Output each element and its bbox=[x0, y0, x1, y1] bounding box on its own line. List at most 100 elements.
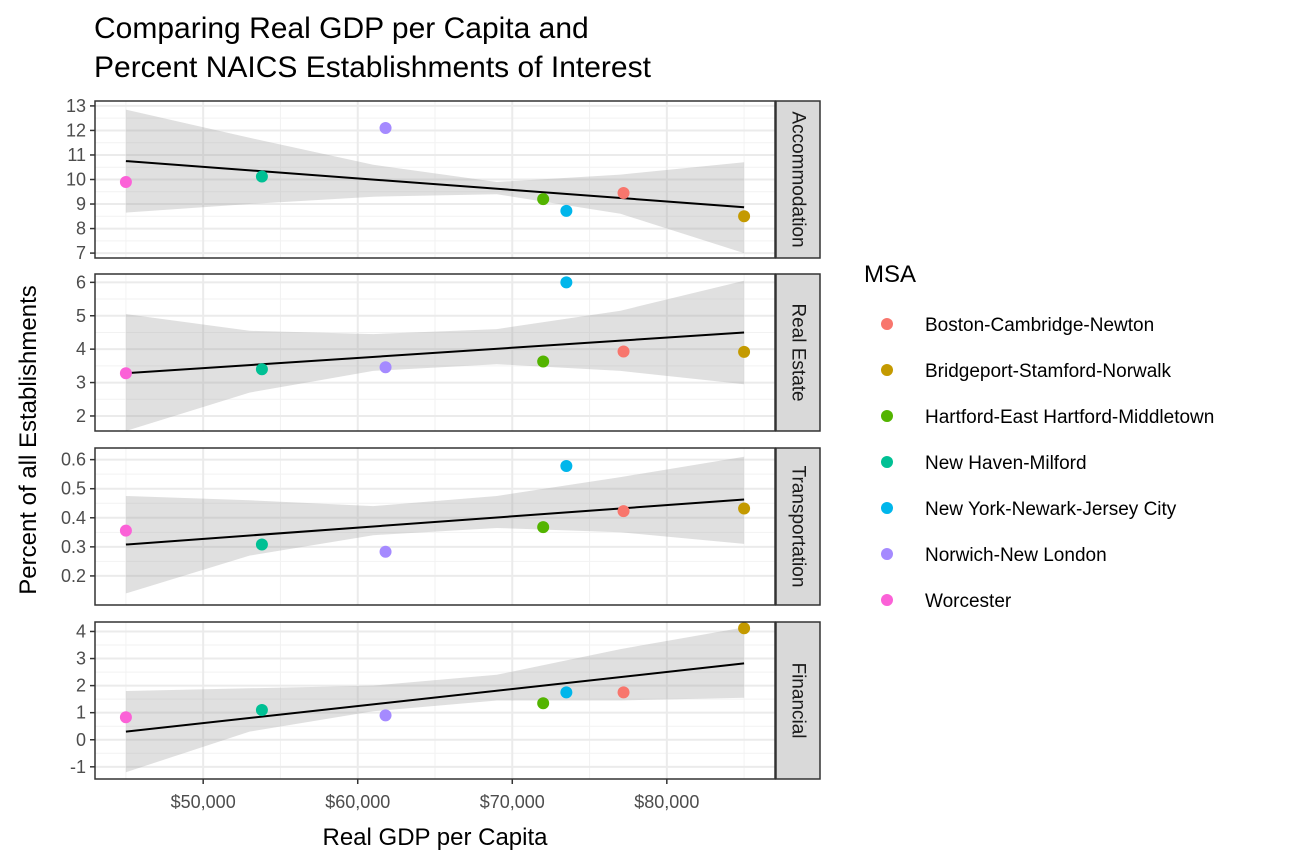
legend-key bbox=[881, 410, 893, 422]
data-point bbox=[617, 505, 630, 518]
confidence-band bbox=[125, 456, 745, 594]
legend-item: Hartford-East Hartford-Middletown bbox=[881, 407, 1214, 428]
data-point bbox=[379, 709, 392, 722]
panel-transportation: 0.2 0.3 0.4 0.5 0.6 Transportation bbox=[61, 447, 821, 606]
y-tick-label: 11 bbox=[67, 145, 86, 165]
panel-border bbox=[94, 273, 776, 432]
y-tick-label: 0.4 bbox=[61, 508, 86, 528]
facet-strip-label: Real Estate bbox=[788, 303, 809, 401]
y-axis-title: Percent of all Establishments bbox=[15, 285, 42, 594]
chart-title: Comparing Real GDP per Capita and Percen… bbox=[94, 12, 652, 84]
data-point bbox=[738, 210, 751, 223]
facet-strip bbox=[775, 447, 821, 606]
data-point bbox=[537, 521, 550, 534]
y-tick-label: 3 bbox=[76, 649, 86, 669]
legend-title: MSA bbox=[864, 261, 916, 288]
legend-item: Bridgeport-Stamford-Norwalk bbox=[881, 361, 1172, 382]
x-tick-label: $70,000 bbox=[480, 792, 545, 812]
data-point bbox=[255, 170, 268, 183]
legend-item: Norwich-New London bbox=[881, 545, 1107, 566]
legend-item: Worcester bbox=[881, 591, 1012, 612]
y-tick-label: 7 bbox=[76, 243, 86, 263]
regression-line bbox=[125, 662, 745, 733]
legend-key bbox=[881, 364, 893, 376]
legend-key bbox=[881, 456, 893, 468]
data-point bbox=[738, 345, 751, 358]
regression-line bbox=[125, 498, 745, 546]
panel-financial: -1 0 1 2 3 4 Financial bbox=[70, 621, 821, 780]
x-axis: $50,000 $60,000 $70,000 $80,000 bbox=[171, 779, 699, 812]
data-point bbox=[560, 204, 573, 217]
y-tick-label: 5 bbox=[76, 306, 86, 326]
y-tick-label: 8 bbox=[76, 219, 86, 239]
facet-strip bbox=[775, 273, 821, 432]
legend-label: New Haven-Milford bbox=[925, 453, 1087, 474]
legend-label: Worcester bbox=[925, 591, 1012, 612]
legend-key bbox=[881, 502, 893, 514]
facet-strip-label: Financial bbox=[788, 662, 809, 738]
y-tick-label: 13 bbox=[66, 96, 86, 116]
legend-label: New York-Newark-Jersey City bbox=[925, 499, 1177, 520]
data-point bbox=[537, 355, 550, 368]
x-tick-label: $60,000 bbox=[325, 792, 390, 812]
y-tick-label: 4 bbox=[76, 339, 86, 359]
panel-border bbox=[94, 621, 776, 780]
data-point bbox=[738, 502, 751, 515]
y-tick-label: 2 bbox=[76, 406, 86, 426]
legend: MSA Boston-Cambridge-Newton Bridgeport-St… bbox=[864, 261, 1214, 612]
panel-border bbox=[94, 447, 776, 606]
data-point bbox=[617, 345, 630, 358]
x-axis-title: Real GDP per Capita bbox=[323, 824, 549, 851]
data-point bbox=[119, 524, 132, 537]
data-point bbox=[738, 622, 751, 635]
chart-title-line-2: Percent NAICS Establishments of Interest bbox=[94, 51, 652, 84]
y-tick-label: 6 bbox=[76, 272, 86, 292]
legend-label: Boston-Cambridge-Newton bbox=[925, 315, 1154, 336]
confidence-band bbox=[125, 280, 745, 431]
data-point bbox=[379, 121, 392, 134]
facet-strip bbox=[775, 621, 821, 780]
y-tick-label: 10 bbox=[66, 170, 86, 190]
legend-label: Norwich-New London bbox=[925, 545, 1107, 566]
chart-title-line-1: Comparing Real GDP per Capita and bbox=[94, 12, 589, 45]
data-point bbox=[617, 686, 630, 699]
y-tick-label: 9 bbox=[76, 194, 86, 214]
y-tick-label: 0.2 bbox=[61, 566, 86, 586]
legend-label: Bridgeport-Stamford-Norwalk bbox=[925, 361, 1172, 382]
legend-key bbox=[881, 594, 893, 606]
data-point bbox=[617, 186, 630, 199]
legend-key bbox=[881, 318, 893, 330]
data-point bbox=[560, 686, 573, 699]
panel-accommodation: 7 8 9 10 11 12 13 Accommodation bbox=[66, 96, 821, 263]
data-point bbox=[119, 711, 132, 724]
y-tick-label: 2 bbox=[76, 676, 86, 696]
regression-line bbox=[125, 160, 745, 209]
y-tick-label: 12 bbox=[66, 120, 86, 140]
legend-item: New Haven-Milford bbox=[881, 453, 1087, 474]
x-tick-label: $50,000 bbox=[171, 792, 236, 812]
legend-item: Boston-Cambridge-Newton bbox=[881, 315, 1154, 336]
facet-strip-label: Accommodation bbox=[788, 111, 809, 247]
data-point bbox=[560, 460, 573, 473]
data-point bbox=[537, 697, 550, 710]
data-point bbox=[560, 276, 573, 289]
panel-border bbox=[94, 100, 776, 259]
data-point bbox=[255, 538, 268, 551]
y-tick-label: 3 bbox=[76, 373, 86, 393]
panel-real-estate: 2 3 4 5 6 Real Estate bbox=[76, 272, 821, 432]
data-point bbox=[255, 703, 268, 716]
data-point bbox=[537, 193, 550, 206]
legend-items: Boston-Cambridge-Newton Bridgeport-Stamfo… bbox=[881, 315, 1214, 612]
confidence-band bbox=[125, 109, 745, 254]
y-tick-label: 0.3 bbox=[61, 537, 86, 557]
y-tick-label: 1 bbox=[76, 703, 86, 723]
y-tick-label: 0.5 bbox=[61, 479, 86, 499]
y-tick-label: 0 bbox=[76, 730, 86, 750]
y-tick-label: -1 bbox=[70, 757, 86, 777]
facet-strip-label: Transportation bbox=[788, 466, 809, 588]
data-point bbox=[379, 361, 392, 374]
y-tick-label: 0.6 bbox=[61, 450, 86, 470]
legend-label: Hartford-East Hartford-Middletown bbox=[925, 407, 1214, 428]
